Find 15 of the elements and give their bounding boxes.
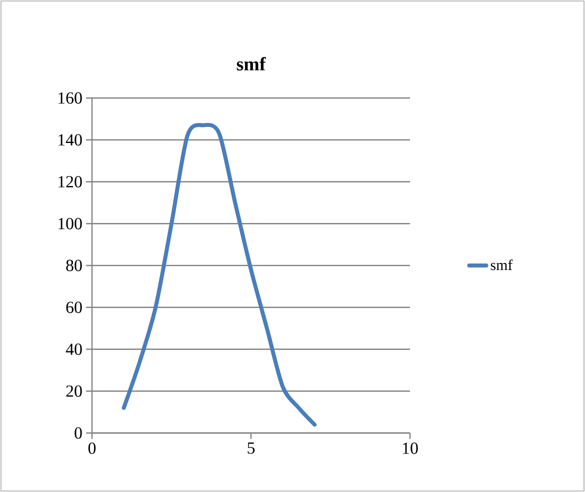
y-tick-label: 80 <box>66 260 82 272</box>
legend-label: smf <box>490 259 513 270</box>
x-tick-label: 0 <box>88 442 96 454</box>
y-tick-label: 120 <box>58 176 82 188</box>
y-tick-label: 100 <box>58 218 82 230</box>
y-tick-label: 60 <box>66 302 82 314</box>
chart-title: smf <box>236 56 266 70</box>
y-tick-label: 140 <box>58 134 82 146</box>
y-tick-label: 160 <box>58 92 82 104</box>
y-tick-label: 20 <box>66 385 82 397</box>
line-series <box>122 122 317 427</box>
x-tick-label: 5 <box>248 442 255 454</box>
y-tick-label: 40 <box>66 344 82 355</box>
x-tick-label: 10 <box>403 442 418 454</box>
y-tick-label: 0 <box>74 427 82 439</box>
